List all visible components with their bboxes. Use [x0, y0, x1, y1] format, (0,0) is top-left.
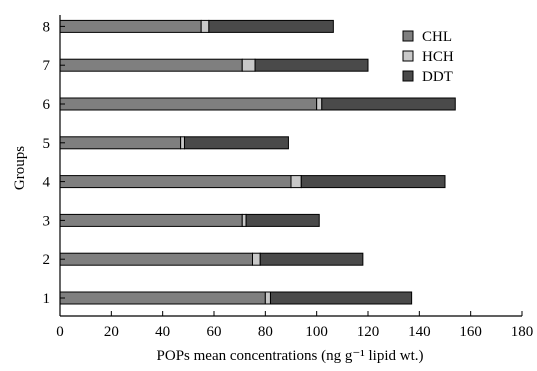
bar-chl-group-1: [59, 291, 266, 305]
bar-chl-group-4: [59, 175, 292, 189]
bar-chl-group-3: [59, 213, 243, 227]
bar-hch-group-1: [264, 291, 271, 305]
bars-group: [59, 19, 456, 305]
x-tick-label: 80: [258, 324, 273, 340]
bar-ddt-group-6: [321, 97, 456, 111]
y-ticks-group: 1 2 3 4 5 6 7 8: [43, 19, 65, 307]
legend-swatch-chl: [402, 30, 414, 42]
legend: CHL HCH DDT: [402, 29, 454, 85]
bar-ddt-group-1: [269, 291, 413, 305]
bar-hch-group-6: [316, 97, 323, 111]
y-tick-label: 1: [43, 291, 51, 307]
bar-chl-group-7: [59, 58, 243, 72]
y-tick-label: 3: [43, 213, 51, 229]
legend-swatch-ddt: [402, 70, 414, 82]
legend-label-hch: HCH: [422, 49, 454, 65]
y-axis-label: Groups: [12, 146, 28, 190]
bar-ddt-group-5: [183, 136, 289, 150]
bar-chl-group-2: [59, 252, 253, 266]
bar-hch-group-8: [200, 19, 210, 33]
x-tick-label: 0: [56, 324, 64, 340]
x-ticks-group: 0 20 40 60 80 100 120 140 160 180: [56, 311, 533, 340]
bar-ddt-group-8: [208, 19, 334, 33]
y-tick-label: 2: [43, 252, 51, 268]
bar-ddt-group-7: [254, 58, 369, 72]
x-tick-label: 140: [408, 324, 431, 340]
legend-label-ddt: DDT: [422, 69, 453, 85]
bar-chl-group-8: [59, 19, 202, 33]
bar-hch-group-5: [180, 136, 185, 150]
y-tick-label: 6: [43, 97, 51, 113]
x-axis-label: POPs mean concentrations (ng g⁻¹ lipid w…: [157, 348, 424, 364]
x-tick-label: 40: [155, 324, 170, 340]
x-tick-label: 60: [207, 324, 222, 340]
legend-swatch-hch: [402, 50, 414, 62]
legend-label-chl: CHL: [422, 29, 452, 45]
y-tick-label: 8: [43, 19, 51, 35]
bar-hch-group-7: [241, 58, 256, 72]
bar-ddt-group-2: [259, 252, 364, 266]
y-tick-label: 5: [43, 136, 51, 152]
x-tick-label: 20: [104, 324, 119, 340]
x-tick-label: 100: [305, 324, 328, 340]
x-tick-label: 180: [511, 324, 534, 340]
bar-ddt-group-3: [245, 213, 320, 227]
bar-ddt-group-4: [300, 175, 446, 189]
bar-chl-group-5: [59, 136, 182, 150]
y-tick-label: 7: [43, 58, 51, 74]
bar-chl-group-6: [59, 97, 318, 111]
y-tick-label: 4: [43, 175, 51, 191]
x-tick-label: 120: [357, 324, 380, 340]
bar-hch-group-2: [252, 252, 261, 266]
bar-hch-group-3: [241, 213, 247, 227]
x-tick-label: 160: [459, 324, 482, 340]
bar-hch-group-4: [290, 175, 302, 189]
